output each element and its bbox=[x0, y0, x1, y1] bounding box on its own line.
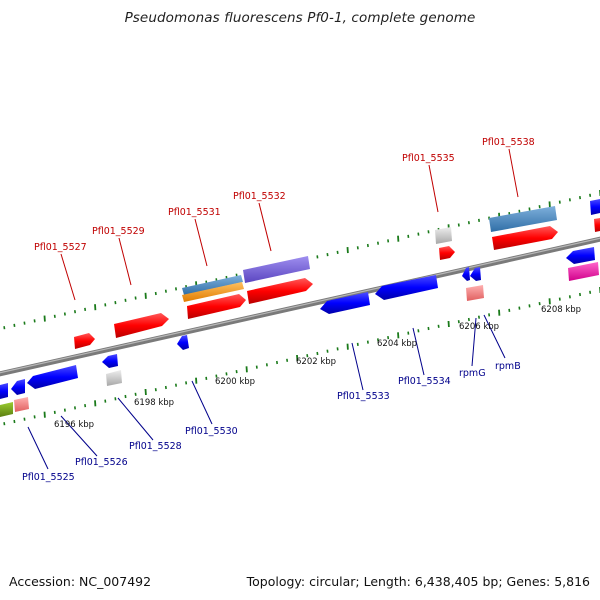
gene-label[interactable]: Pfl01_5535 bbox=[402, 153, 455, 164]
gene-feature[interactable] bbox=[187, 294, 246, 319]
leader-line bbox=[194, 218, 208, 267]
gene-feature[interactable] bbox=[568, 262, 599, 281]
leader-line bbox=[118, 237, 132, 286]
tick-label: 6202 kbp bbox=[296, 357, 336, 367]
leader-line bbox=[351, 342, 364, 391]
leader-line bbox=[191, 380, 213, 425]
gene-feature[interactable] bbox=[11, 379, 25, 395]
gene-feature[interactable] bbox=[74, 333, 95, 349]
lower-leader-lines bbox=[27, 314, 506, 470]
gene-label[interactable]: Pfl01_5533 bbox=[337, 391, 390, 402]
gene-feature[interactable] bbox=[106, 370, 122, 386]
gene-feature[interactable] bbox=[247, 278, 313, 304]
gene-feature[interactable] bbox=[470, 267, 481, 281]
leader-line bbox=[117, 397, 154, 441]
gene-feature[interactable] bbox=[594, 218, 600, 232]
gene-feature[interactable] bbox=[114, 313, 169, 338]
gene-feature[interactable] bbox=[466, 285, 484, 301]
genome-backbone bbox=[0, 236, 600, 377]
gene-feature[interactable] bbox=[492, 226, 558, 250]
gene-label[interactable]: Pfl01_5528 bbox=[129, 441, 182, 452]
upper-tick-dots bbox=[3, 190, 600, 330]
gene-features bbox=[0, 199, 600, 417]
tick-label: 6196 kbp bbox=[54, 420, 94, 430]
gene-feature[interactable] bbox=[102, 354, 118, 368]
gene-label[interactable]: Pfl01_5538 bbox=[482, 137, 535, 148]
leader-line bbox=[483, 314, 506, 359]
gene-feature[interactable] bbox=[182, 282, 244, 302]
tick-label: 6198 kbp bbox=[134, 398, 174, 408]
accession-text: Accession: NC_007492 bbox=[9, 574, 152, 589]
tick-label: 6208 kbp bbox=[541, 305, 581, 315]
gene-label[interactable]: rpmB bbox=[495, 361, 521, 372]
leader-line bbox=[471, 317, 477, 367]
gene-label[interactable]: Pfl01_5532 bbox=[233, 191, 286, 202]
reverse-gene-labels: Pfl01_5525 Pfl01_5526 Pfl01_5528 Pfl01_5… bbox=[22, 361, 521, 483]
gene-feature[interactable] bbox=[14, 397, 29, 412]
leader-line bbox=[508, 148, 519, 198]
leader-line bbox=[60, 415, 98, 457]
gene-feature[interactable] bbox=[462, 267, 470, 281]
gene-label[interactable]: Pfl01_5525 bbox=[22, 472, 75, 483]
gene-label[interactable]: Pfl01_5534 bbox=[398, 376, 451, 387]
gene-feature[interactable] bbox=[27, 365, 78, 389]
lower-tick-dots bbox=[3, 287, 600, 426]
gene-feature[interactable] bbox=[243, 256, 310, 283]
position-tick-labels: 6196 kbp 6198 kbp 6200 kbp 6202 kbp 6204… bbox=[54, 305, 581, 430]
tick-label: 6206 kbp bbox=[459, 322, 499, 332]
forward-gene-labels: Pfl01_5527 Pfl01_5529 Pfl01_5531 Pfl01_5… bbox=[34, 137, 535, 253]
gene-label[interactable]: Pfl01_5530 bbox=[185, 426, 238, 437]
gene-feature[interactable] bbox=[566, 247, 595, 264]
leader-line bbox=[60, 253, 76, 301]
gene-feature[interactable] bbox=[375, 275, 438, 300]
genome-summary-text: Topology: circular; Length: 6,438,405 bp… bbox=[246, 574, 590, 589]
tick-label: 6204 kbp bbox=[377, 339, 417, 349]
gene-feature[interactable] bbox=[320, 292, 370, 314]
map-title: Pseudomonas fluorescens Pf0-1, complete … bbox=[124, 10, 476, 26]
gene-feature[interactable] bbox=[182, 275, 243, 295]
gene-label[interactable]: Pfl01_5529 bbox=[92, 226, 145, 237]
upper-leader-lines bbox=[60, 148, 519, 301]
gene-feature[interactable] bbox=[590, 199, 600, 215]
gene-label[interactable]: rpmG bbox=[459, 368, 486, 379]
gene-feature[interactable] bbox=[439, 246, 455, 260]
tick-label: 6200 kbp bbox=[215, 377, 255, 387]
gene-feature[interactable] bbox=[0, 402, 13, 417]
gene-label[interactable]: Pfl01_5531 bbox=[168, 207, 221, 218]
leader-line bbox=[428, 164, 439, 213]
gene-feature[interactable] bbox=[177, 335, 189, 350]
gene-label[interactable]: Pfl01_5526 bbox=[75, 457, 128, 468]
genome-backbone-highlight bbox=[0, 237, 600, 374]
leader-line bbox=[412, 327, 425, 376]
gene-feature[interactable] bbox=[489, 206, 557, 232]
gene-feature[interactable] bbox=[435, 227, 452, 244]
gene-feature[interactable] bbox=[0, 383, 8, 399]
leader-line bbox=[27, 426, 49, 470]
gene-label[interactable]: Pfl01_5527 bbox=[34, 242, 87, 253]
leader-line bbox=[258, 202, 272, 252]
